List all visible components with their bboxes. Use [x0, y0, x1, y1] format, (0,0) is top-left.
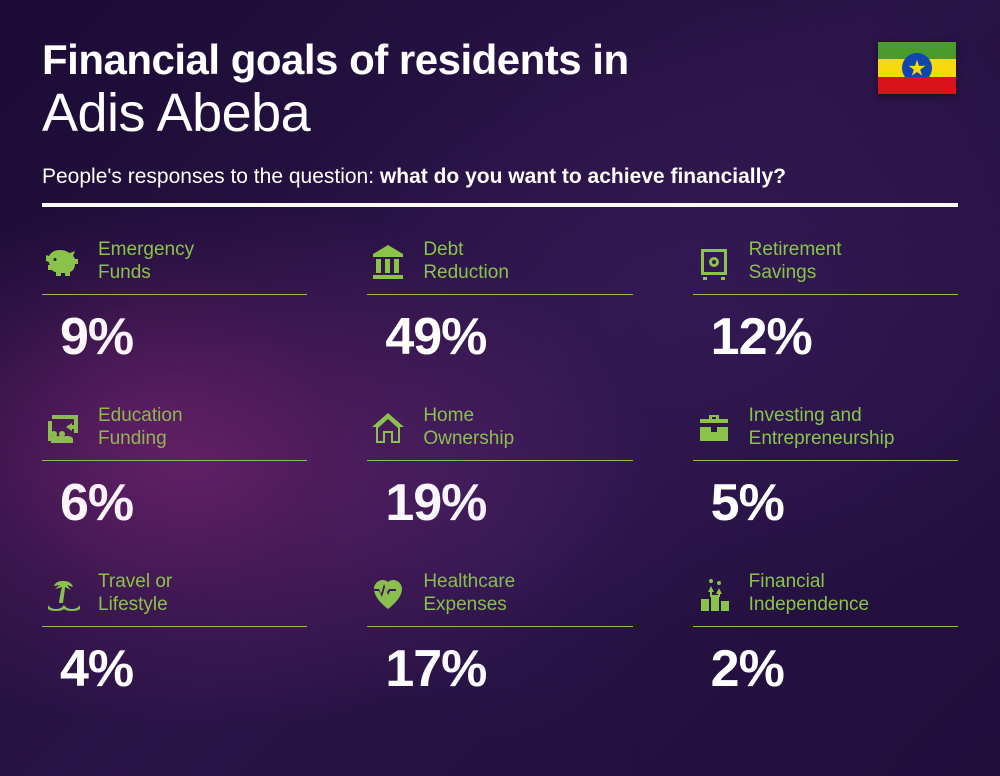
card-label-line2: Funds	[98, 262, 194, 284]
card-head: Investing andEntrepreneurship	[693, 405, 958, 461]
card-head: DebtReduction	[367, 239, 632, 295]
card-label-line1: Investing and	[749, 405, 895, 427]
stat-card: EducationFunding 6%	[42, 405, 307, 533]
divider	[42, 203, 958, 207]
podium-icon	[693, 573, 735, 615]
card-head: HomeOwnership	[367, 405, 632, 461]
card-label: Investing andEntrepreneurship	[749, 405, 895, 450]
stat-card: Investing andEntrepreneurship 5%	[693, 405, 958, 533]
subtitle-prefix: People's responses to the question:	[42, 165, 380, 188]
subtitle-question: what do you want to achieve financially?	[380, 165, 786, 188]
card-label: FinancialIndependence	[749, 571, 869, 616]
flag-stripe-yellow	[878, 59, 956, 76]
card-label-line1: Financial	[749, 571, 869, 593]
stat-card: Travel orLifestyle 4%	[42, 571, 307, 699]
education-icon	[42, 407, 84, 449]
flag-stripe-red	[878, 77, 956, 94]
card-label-line2: Ownership	[423, 428, 514, 450]
card-value: 19%	[367, 473, 632, 533]
card-label-line2: Lifestyle	[98, 594, 172, 616]
card-label-line2: Reduction	[423, 262, 509, 284]
stat-card: EmergencyFunds 9%	[42, 239, 307, 367]
briefcase-icon	[693, 407, 735, 449]
card-value: 6%	[42, 473, 307, 533]
card-label-line2: Funding	[98, 428, 183, 450]
flag-ethiopia	[878, 42, 956, 94]
stat-card: FinancialIndependence 2%	[693, 571, 958, 699]
card-label-line2: Savings	[749, 262, 842, 284]
card-head: Travel orLifestyle	[42, 571, 307, 627]
palm-icon	[42, 573, 84, 615]
card-label-line1: Home	[423, 405, 514, 427]
card-head: FinancialIndependence	[693, 571, 958, 627]
stat-card: HealthcareExpenses 17%	[367, 571, 632, 699]
subtitle: People's responses to the question: what…	[42, 165, 958, 189]
stat-card: RetirementSavings 12%	[693, 239, 958, 367]
card-label-line1: Healthcare	[423, 571, 515, 593]
card-value: 12%	[693, 307, 958, 367]
card-value: 9%	[42, 307, 307, 367]
card-value: 2%	[693, 639, 958, 699]
safe-icon	[693, 241, 735, 283]
stat-card: DebtReduction 49%	[367, 239, 632, 367]
card-head: HealthcareExpenses	[367, 571, 632, 627]
stats-grid: EmergencyFunds 9% DebtReduction 49% Retireme…	[42, 239, 958, 698]
card-label-line1: Travel or	[98, 571, 172, 593]
header: Financial goals of residents in Adis Abe…	[42, 38, 958, 189]
piggy-bank-icon	[42, 241, 84, 283]
card-label: EmergencyFunds	[98, 239, 194, 284]
card-head: RetirementSavings	[693, 239, 958, 295]
heart-pulse-icon	[367, 573, 409, 615]
card-head: EducationFunding	[42, 405, 307, 461]
card-label-line1: Debt	[423, 239, 509, 261]
card-label-line2: Entrepreneurship	[749, 428, 895, 450]
card-label: DebtReduction	[423, 239, 509, 284]
card-label-line1: Retirement	[749, 239, 842, 261]
card-label-line2: Independence	[749, 594, 869, 616]
stat-card: HomeOwnership 19%	[367, 405, 632, 533]
card-label: HealthcareExpenses	[423, 571, 515, 616]
bank-icon	[367, 241, 409, 283]
card-value: 4%	[42, 639, 307, 699]
card-label-line1: Education	[98, 405, 183, 427]
title-line-1: Financial goals of residents in	[42, 38, 958, 82]
house-icon	[367, 407, 409, 449]
card-label: Travel orLifestyle	[98, 571, 172, 616]
title-city: Adis Abeba	[42, 84, 958, 143]
card-value: 17%	[367, 639, 632, 699]
card-value: 49%	[367, 307, 632, 367]
card-label-line2: Expenses	[423, 594, 515, 616]
card-head: EmergencyFunds	[42, 239, 307, 295]
card-label-line1: Emergency	[98, 239, 194, 261]
card-value: 5%	[693, 473, 958, 533]
card-label: EducationFunding	[98, 405, 183, 450]
card-label: RetirementSavings	[749, 239, 842, 284]
card-label: HomeOwnership	[423, 405, 514, 450]
